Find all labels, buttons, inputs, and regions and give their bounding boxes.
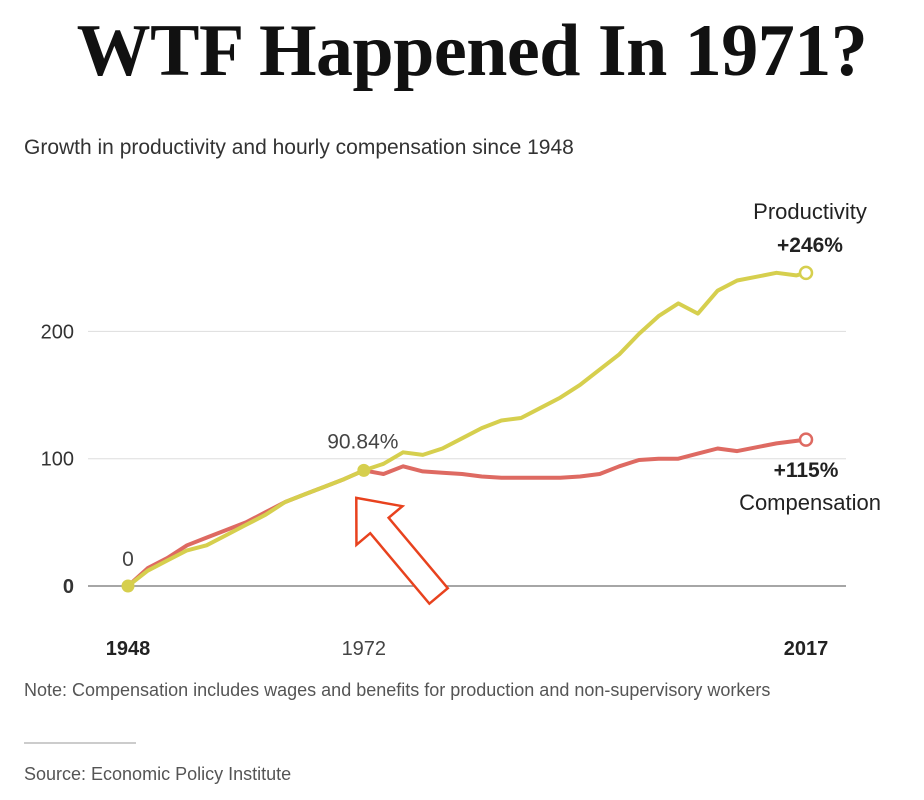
pointer-arrow-shape bbox=[355, 496, 450, 606]
divider bbox=[24, 742, 136, 744]
series-line-productivity bbox=[126, 270, 808, 588]
y-tick-label: 100 bbox=[41, 449, 74, 471]
y-tick-label: 0 bbox=[63, 576, 74, 598]
annotation-label: 90.84% bbox=[327, 430, 398, 453]
pointer-arrow-icon bbox=[355, 496, 450, 606]
end-marker-productivity bbox=[798, 265, 814, 281]
chart-source: Source: Economic Policy Institute bbox=[24, 764, 292, 784]
series-line-compensation bbox=[126, 437, 808, 588]
chart-subtitle: Growth in productivity and hourly compen… bbox=[24, 136, 574, 159]
annotation-dot bbox=[357, 463, 371, 477]
x-tick-label: 1972 bbox=[342, 638, 387, 660]
x-tick-label: 2017 bbox=[784, 638, 829, 660]
end-value-productivity: +246% bbox=[777, 234, 843, 257]
series-label-productivity: Productivity bbox=[753, 199, 867, 224]
series-label-compensation: Compensation bbox=[739, 490, 881, 515]
annotation-dot bbox=[121, 579, 135, 593]
headline: WTF Happened In 1971? bbox=[76, 10, 868, 92]
end-value-compensation: +115% bbox=[774, 459, 839, 482]
y-tick-label: 200 bbox=[41, 321, 74, 343]
end-marker-compensation bbox=[798, 432, 814, 447]
chart-note: Note: Compensation includes wages and be… bbox=[24, 680, 771, 700]
x-tick-label: 1948 bbox=[106, 638, 151, 660]
annotation-label: 0 bbox=[122, 548, 134, 571]
